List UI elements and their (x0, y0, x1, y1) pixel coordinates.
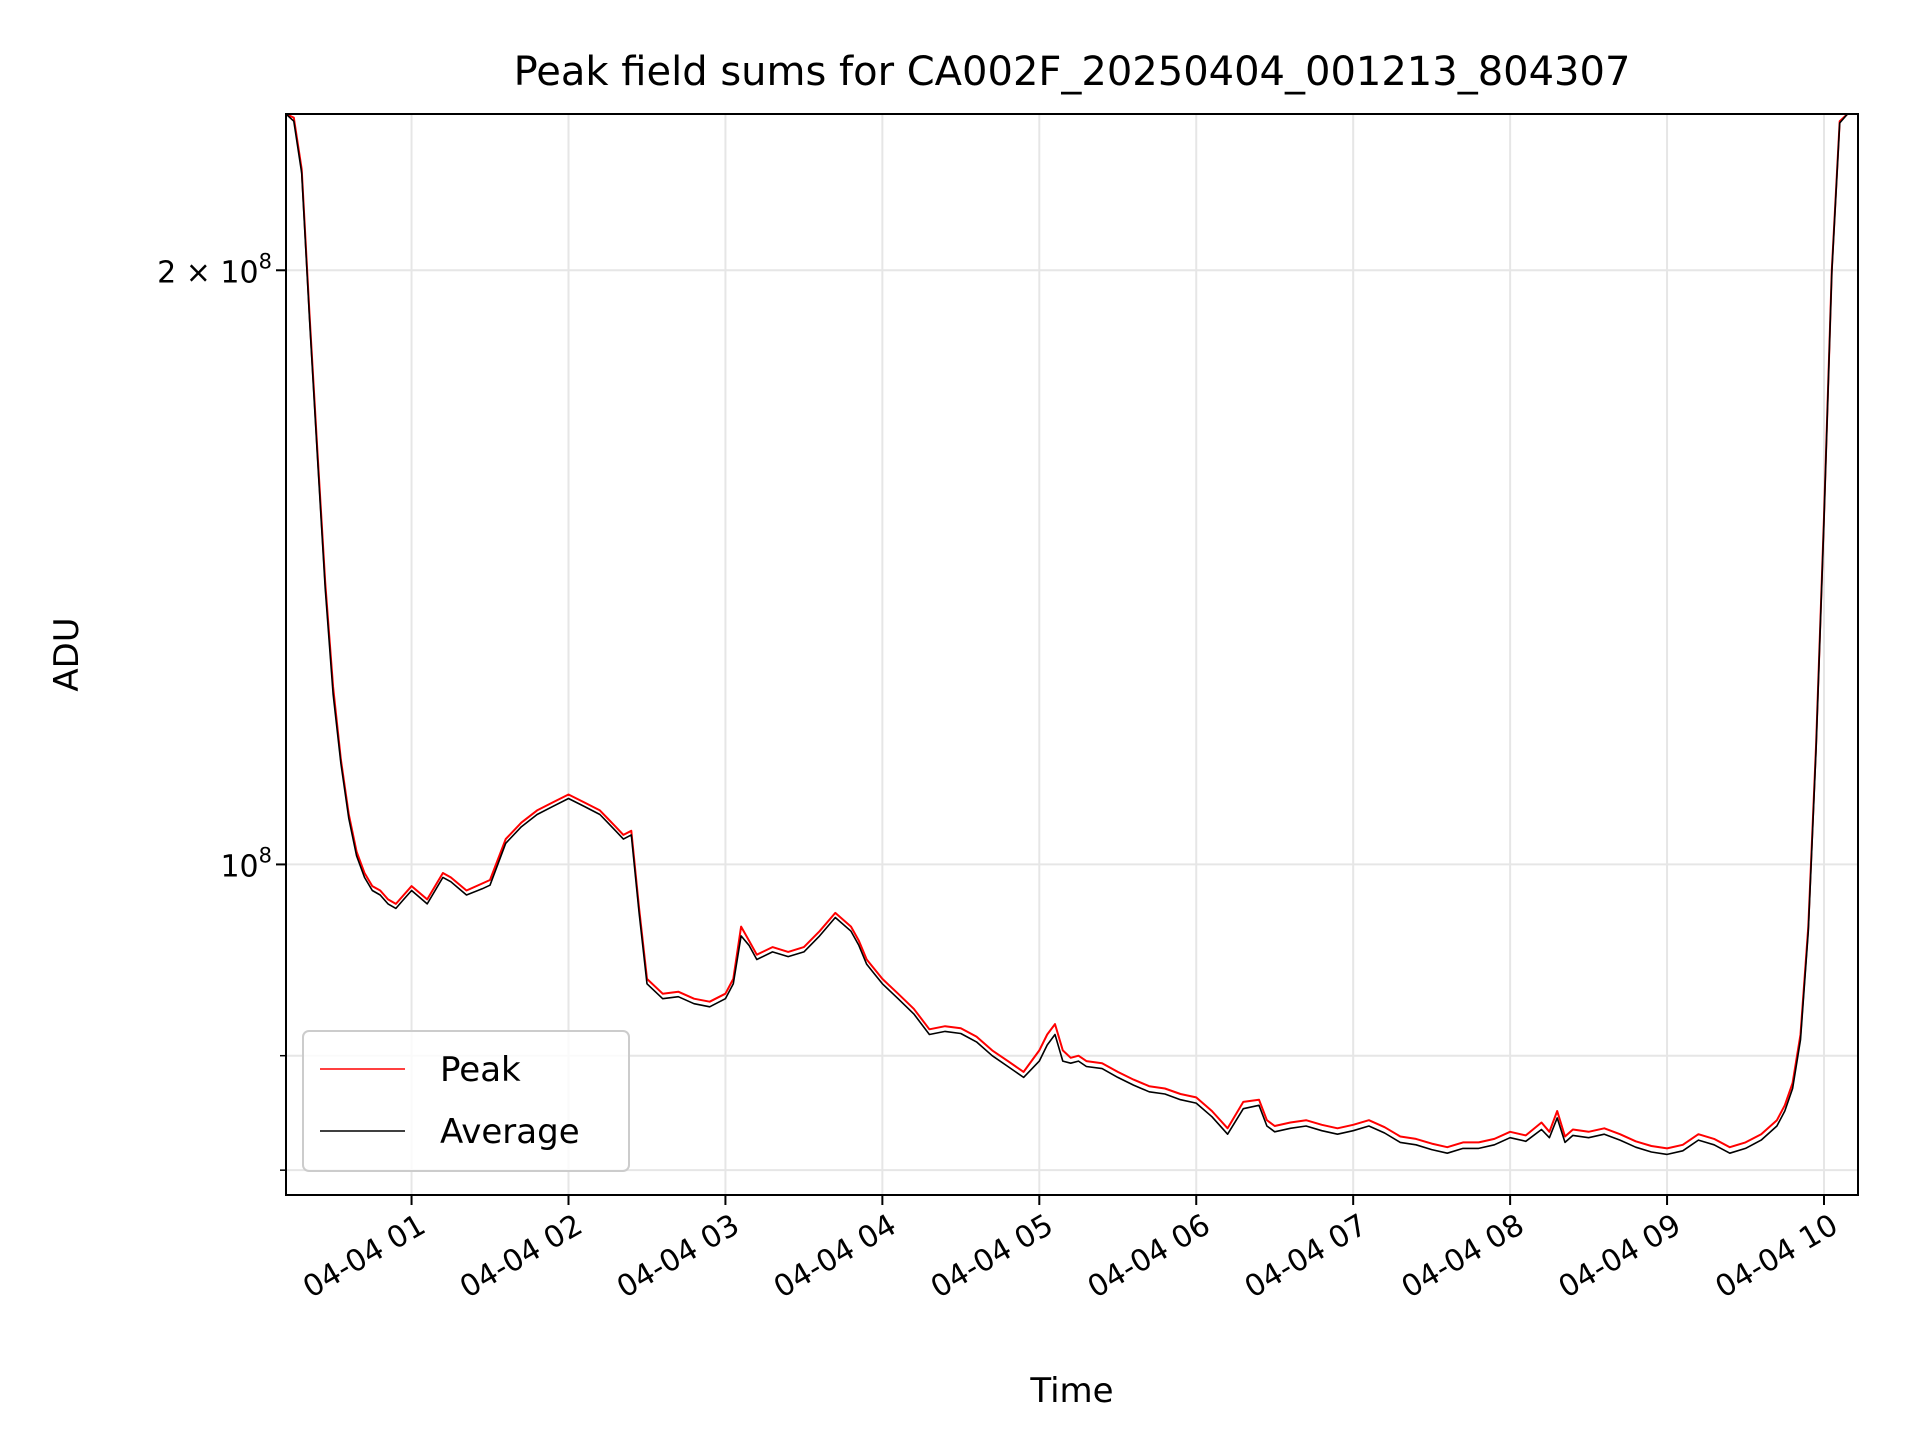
y-tick-label: 2 × 108 (157, 249, 272, 290)
x-tick-label: 04-04 03 (611, 1208, 745, 1306)
legend: Peak Average (302, 1030, 630, 1172)
plot-frame (285, 113, 1859, 1196)
y-axis-ticks: 2 × 108 108 (157, 249, 286, 1171)
legend-peak-label: Peak (440, 1050, 521, 1090)
x-axis-label: Time (1029, 1371, 1113, 1411)
x-tick-label: 04-04 06 (1082, 1208, 1216, 1306)
y-tick-label: 108 (220, 843, 272, 884)
x-tick-label: 04-04 04 (768, 1208, 902, 1306)
series-line-average (286, 114, 1858, 1156)
x-tick-label: 04-04 10 (1710, 1208, 1844, 1306)
legend-average-label: Average (440, 1112, 580, 1152)
x-tick-label: 04-04 07 (1239, 1208, 1373, 1306)
legend-box (302, 1030, 630, 1172)
x-tick-label: 04-04 02 (454, 1208, 588, 1306)
x-tick-label: 04-04 01 (297, 1208, 431, 1306)
x-axis-ticks: 04-04 01 04-04 02 04-04 03 04-04 04 04-04 05… (297, 1195, 1844, 1305)
series-layer (286, 114, 1858, 1156)
x-tick-label: 04-04 08 (1396, 1208, 1530, 1306)
chart-title: Peak field sums for CA002F_20250404_0012… (514, 49, 1631, 95)
series-line-peak (286, 114, 1858, 1150)
x-tick-label: 04-04 09 (1553, 1208, 1687, 1306)
y-axis-label: ADU (47, 617, 87, 691)
x-tick-label: 04-04 05 (925, 1208, 1059, 1306)
